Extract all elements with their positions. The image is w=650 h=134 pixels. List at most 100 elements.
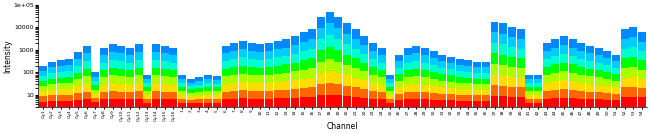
Bar [386,99,395,103]
Bar [439,87,447,94]
Bar [57,60,64,66]
Bar [326,23,333,35]
Bar [109,99,117,107]
Bar [525,75,533,79]
Bar [39,102,47,107]
Bar [326,71,333,83]
Bar [39,96,47,102]
Bar [508,27,516,37]
Bar [178,83,186,87]
Bar [274,41,281,49]
Bar [395,68,403,74]
Bar [369,91,377,99]
Bar [360,45,369,54]
Bar [239,90,247,98]
Bar [404,48,411,55]
Bar [291,89,299,98]
Bar [595,99,603,107]
Bar [126,70,134,77]
Bar [213,84,221,88]
Bar [239,57,247,66]
Bar [447,82,455,88]
Bar [317,17,325,28]
Bar [508,47,516,57]
Bar [603,58,611,65]
Bar [265,83,273,91]
Bar [369,51,377,59]
Bar [66,77,73,83]
Bar [551,39,559,48]
Bar [525,103,533,107]
Bar [612,55,620,61]
Bar [395,81,403,87]
Bar [421,48,429,55]
Bar [447,75,455,82]
Bar [517,49,525,58]
Bar [421,99,429,107]
Bar [612,68,620,74]
Bar [621,58,629,68]
Bar [282,98,291,107]
X-axis label: Channel: Channel [327,122,358,131]
Bar [196,96,203,99]
Bar [517,29,525,39]
Bar [595,85,603,92]
Bar [248,59,255,67]
Bar [187,103,195,107]
Bar [48,101,56,107]
Bar [499,96,507,107]
Bar [291,36,299,45]
Bar [274,57,281,66]
Bar [300,79,307,88]
Bar [577,83,585,91]
Bar [465,101,473,107]
Bar [222,61,229,69]
Bar [239,98,247,107]
Bar [491,22,499,32]
Bar [230,51,238,59]
Bar [343,34,351,44]
Bar [239,49,247,57]
Bar [378,99,385,107]
Bar [66,59,73,65]
Bar [577,67,585,75]
Bar [473,101,481,107]
Bar [230,91,238,99]
Bar [421,70,429,77]
Bar [256,52,264,60]
Bar [439,61,447,68]
Bar [412,69,421,76]
Bar [256,99,264,107]
Bar [161,76,169,84]
Bar [360,98,369,107]
Bar [569,81,577,90]
Bar [629,47,638,57]
Bar [491,32,499,43]
Bar [282,81,291,90]
Bar [178,79,186,83]
Bar [534,83,542,87]
Bar [430,93,437,100]
Bar [118,92,125,99]
Bar [92,102,99,107]
Bar [161,53,169,61]
Bar [404,85,411,92]
Bar [135,91,143,99]
Bar [118,61,125,69]
Bar [369,83,377,91]
Bar [100,85,108,92]
Bar [621,78,629,87]
Bar [92,90,99,94]
Bar [170,55,177,63]
Bar [317,95,325,107]
Bar [118,69,125,76]
Bar [482,84,490,90]
Bar [152,83,160,91]
Bar [517,78,525,87]
Bar [326,95,333,107]
Bar [412,84,421,92]
Bar [378,92,385,99]
Bar [525,95,533,99]
Bar [170,63,177,70]
Bar [378,85,385,92]
